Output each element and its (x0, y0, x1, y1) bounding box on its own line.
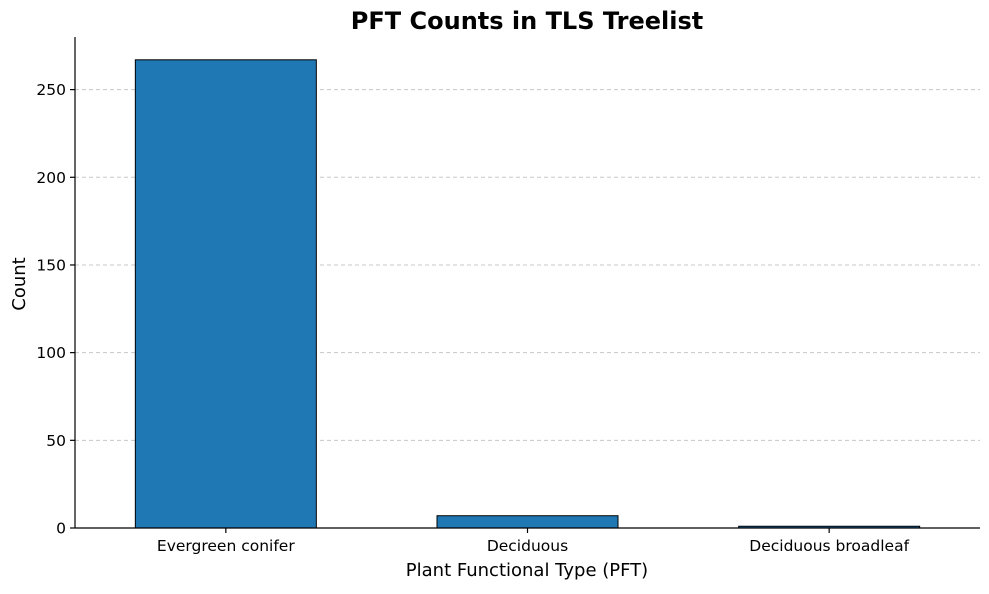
y-axis-ticks: 0 50 100 150 200 250 (36, 81, 75, 538)
bar-evergreen-conifer (134, 59, 317, 529)
y-axis-label: Count (9, 257, 30, 310)
y-tick-label: 50 (46, 432, 66, 450)
chart-title: PFT Counts in TLS Treelist (351, 7, 703, 35)
x-axis-ticks: Evergreen conifer Deciduous Deciduous broa… (157, 528, 910, 555)
y-tick-label: 200 (36, 169, 66, 187)
x-tick-label: Deciduous (487, 537, 568, 555)
y-tick-label: 250 (36, 81, 66, 99)
x-tick-label: Deciduous broadleaf (749, 537, 909, 555)
y-tick-label: 0 (56, 520, 66, 538)
bar-deciduous (436, 515, 619, 529)
bars (134, 59, 921, 529)
y-tick-label: 150 (36, 256, 66, 274)
y-tick-label: 100 (36, 344, 66, 362)
x-axis-label: Plant Functional Type (PFT) (406, 560, 648, 581)
x-tick-label: Evergreen conifer (157, 537, 295, 555)
